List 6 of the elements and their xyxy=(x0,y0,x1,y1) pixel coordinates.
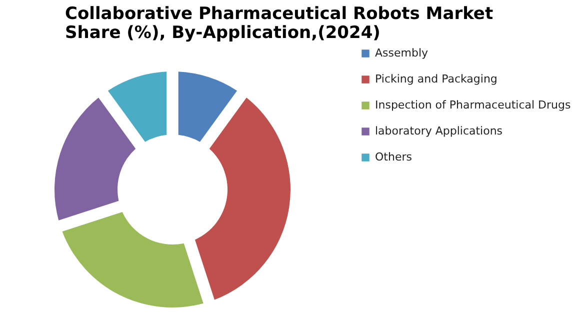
legend-label: laboratory Applications xyxy=(375,124,503,138)
legend-label: Inspection of Pharmaceutical Drugs xyxy=(375,98,571,112)
legend-label: Assembly xyxy=(375,46,429,60)
legend-label: Others xyxy=(375,150,412,164)
chart-title: Collaborative Pharmaceutical Robots Market Share (%), By-Application,(2024) xyxy=(65,4,494,43)
legend-label: Picking and Packaging xyxy=(375,72,498,86)
